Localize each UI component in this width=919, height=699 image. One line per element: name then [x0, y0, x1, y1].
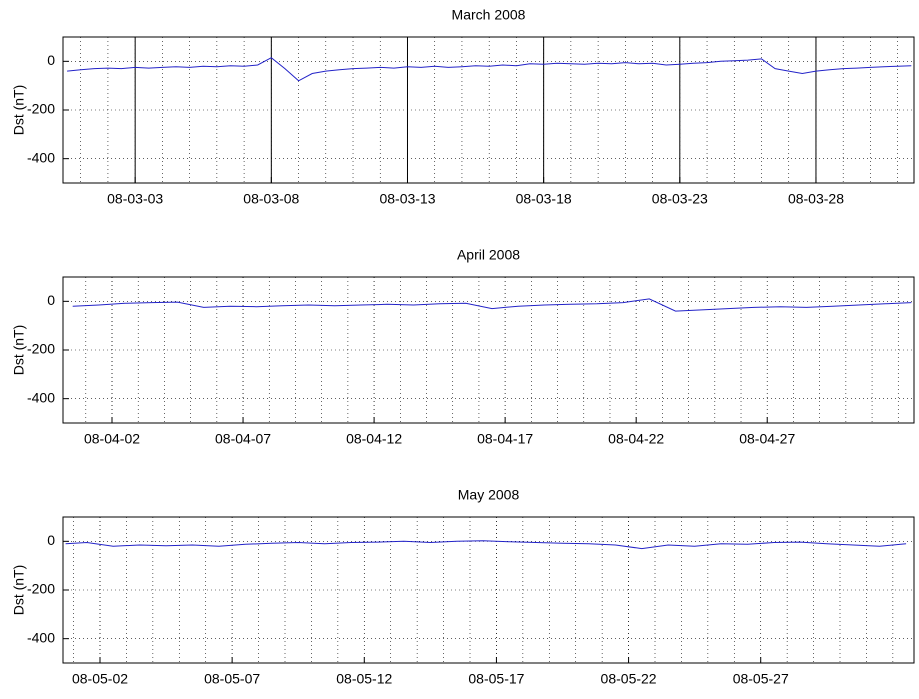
y-tick-label: 0: [47, 292, 55, 308]
data-line: [67, 57, 912, 82]
axes-box: [62, 276, 915, 424]
y-tick-label: 0: [47, 532, 55, 548]
chart-title: March 2008: [452, 7, 526, 23]
y-tick-label: -200: [27, 341, 55, 357]
x-tick-label: 08-04-12: [346, 431, 402, 447]
x-tick-label: 08-05-12: [336, 671, 392, 687]
y-axis-label: Dst (nT): [11, 565, 27, 616]
x-tick-label: 08-04-22: [608, 431, 664, 447]
y-tick-label: -400: [27, 149, 55, 165]
x-tick-label: 08-04-07: [215, 431, 271, 447]
x-tick-label: 08-05-27: [733, 671, 789, 687]
data-line: [65, 540, 907, 550]
y-tick-label: 0: [47, 52, 55, 68]
x-tick-label: 08-03-18: [516, 191, 572, 207]
chart-title: May 2008: [458, 487, 520, 503]
chart-title: April 2008: [457, 247, 520, 263]
x-tick-label: 08-05-17: [468, 671, 524, 687]
x-tick-label: 08-05-07: [204, 671, 260, 687]
y-tick-label: -200: [27, 581, 55, 597]
x-tick-label: 08-04-02: [84, 431, 140, 447]
x-tick-label: 08-04-27: [739, 431, 795, 447]
x-tick-label: 08-04-17: [477, 431, 533, 447]
x-tick-label: 08-03-03: [107, 191, 163, 207]
data-line: [72, 298, 912, 312]
y-tick-label: -200: [27, 101, 55, 117]
x-tick-label: 08-03-23: [652, 191, 708, 207]
y-tick-label: -400: [27, 389, 55, 405]
axes-box: [62, 36, 915, 184]
x-tick-label: 08-05-02: [72, 671, 128, 687]
x-tick-label: 08-03-13: [379, 191, 435, 207]
x-tick-label: 08-03-28: [788, 191, 844, 207]
y-tick-label: -400: [27, 629, 55, 645]
y-axis-label: Dst (nT): [11, 85, 27, 136]
x-tick-label: 08-05-22: [601, 671, 657, 687]
x-tick-label: 08-03-08: [243, 191, 299, 207]
y-axis-label: Dst (nT): [11, 325, 27, 376]
axes-box: [62, 516, 915, 664]
